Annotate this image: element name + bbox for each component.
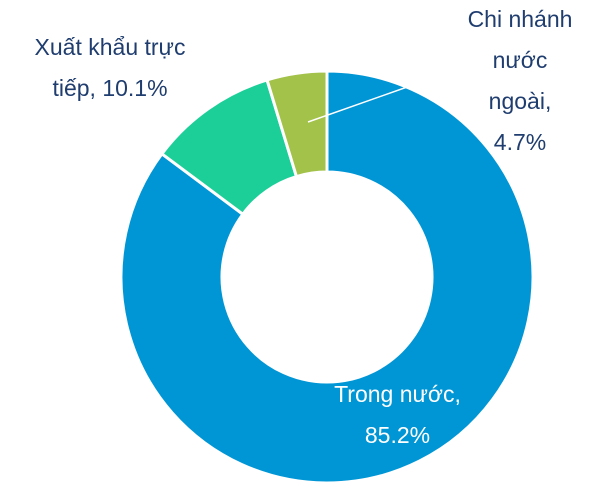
data-label: Xuất khẩu trực tiếp, 10.1% bbox=[25, 27, 195, 109]
leader-line bbox=[307, 85, 411, 123]
label-name: Xuất khẩu trực tiếp bbox=[34, 34, 186, 101]
label-name: Chi nhánh nước ngoài bbox=[467, 6, 573, 114]
slice bbox=[265, 69, 329, 179]
data-label: Chi nhánh nước ngoài, 4.7% bbox=[460, 0, 580, 163]
label-value: 4.7% bbox=[493, 129, 547, 155]
slices bbox=[119, 69, 535, 482]
slice bbox=[119, 69, 535, 482]
label-separator: , bbox=[544, 88, 552, 114]
label-separator: , bbox=[454, 381, 461, 407]
label-value: 85.2% bbox=[364, 422, 431, 448]
label-name: Trong nước bbox=[334, 381, 455, 407]
data-label: Trong nước, 85.2% bbox=[310, 374, 485, 456]
label-separator: , bbox=[89, 75, 96, 101]
label-value: 10.1% bbox=[102, 75, 168, 101]
